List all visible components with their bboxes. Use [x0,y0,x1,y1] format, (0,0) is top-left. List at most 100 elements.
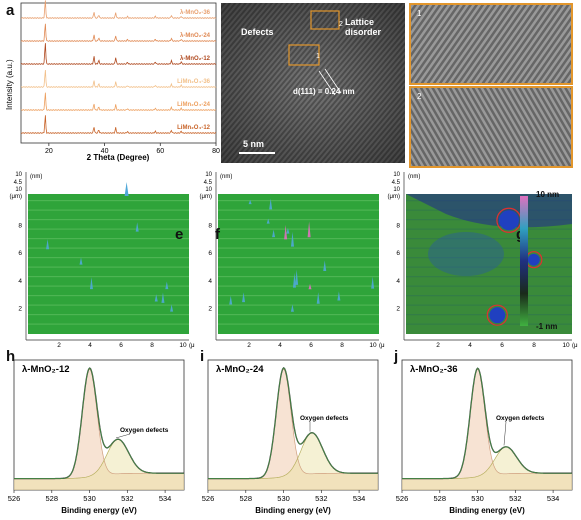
afm-xtick: 4 [88,342,92,349]
xps-fit [14,367,184,479]
xrd-plot: 20 40 60 80 Intensity (a.u.) 2 Theta (Degre… [5,0,220,162]
xps-xtick: 532 [509,494,522,503]
afm-spike [135,222,139,232]
afm-spike [89,277,93,290]
afm-z45: 4.5 [14,180,23,186]
xrd-trace-label: LiMn₂O₄-12 [177,125,211,131]
afm-z10: 10 [15,172,22,178]
tem-image: 1 2 Defects Lattice disorder d(111) = 0.… [221,3,405,163]
xps-xlabel: Binding energy (eV) [449,506,525,515]
afm-ytick: 4 [18,278,22,285]
panel-label-a: a [6,2,15,19]
afm-spike [170,304,174,312]
afm-spike [316,292,320,304]
afm-ytick: 6 [18,250,22,257]
afm-xtick: 2 [436,342,440,349]
xps-defect-fill [14,439,184,490]
afm-y10: 10 [393,187,400,193]
tem-box1-num: 1 [316,53,320,60]
afm-spike [161,292,165,303]
xps-fit [402,367,572,479]
afm-ytick: 8 [208,223,212,230]
afm-y10: 10 [15,187,22,193]
afm-spike [371,276,375,289]
xps-xtick: 534 [353,494,366,503]
tem-dspacing-label: d(111) = 0.24 nm [293,87,355,96]
xrd-xtick: 80 [212,148,220,155]
xps-xtick: 530 [83,494,96,503]
xps-xtick: 534 [547,494,560,503]
afm-ytick: 4 [396,278,400,285]
xps-annotation: Oxygen defects [120,427,169,434]
afm-spike [290,304,294,312]
xps-annotation: Oxygen defects [300,415,349,422]
afm-xtick: 8 [340,342,344,349]
xps-title: λ-MnO₂-12 [22,364,70,375]
colorbar-bottom: -1 nm [536,322,558,331]
afm-y-unit: (μm) [200,194,212,200]
afm-spike [307,221,311,238]
afm-z45: 4.5 [392,180,401,186]
afm-z-unit: (nm) [408,174,420,180]
afm-spike [266,218,270,224]
panel-label-e: e [175,226,184,243]
afm-spike [124,182,129,196]
afm-y-unit: (μm) [10,194,22,200]
xps-annotation: Oxygen defects [496,415,545,422]
afm-ytick: 8 [18,223,22,230]
afm-ytick: 8 [396,223,400,230]
afm-ytick: 2 [208,305,212,312]
panel-label-i: i [200,348,205,365]
xps-xtick: 526 [202,494,215,503]
afm-spike [337,291,341,301]
xrd-xtick: 60 [156,148,164,155]
afm-xtick: 10 [369,342,377,349]
tem-scalebar-label: 5 nm [243,139,265,149]
afm-z-unit: (nm) [220,174,232,180]
panel-label-j: j [394,348,399,365]
xrd-trace-label: LiMn₂O₄-36 [177,79,211,85]
afm-pit-circle [486,304,508,326]
afm-ytick: 2 [396,305,400,312]
xps-xtick: 526 [396,494,409,503]
afm-xtick: 10 [562,342,570,349]
xrd-ylabel: Intensity (a.u.) [5,59,14,110]
afm-spike [284,224,288,240]
panel-label-h: h [6,348,16,365]
afm-spike [269,198,273,210]
xps-plot-i: λ-MnO₂-24 Oxygen defects 526 528 530 532 534 Bi… [202,359,379,515]
afm-spike [79,257,83,265]
afm-z45: 4.5 [204,180,213,186]
xps-xtick: 532 [315,494,328,503]
xps-plot-j: λ-MnO₂-36 Oxygen defects 526 528 530 532 534 Bi… [396,359,573,515]
afm-y-unit: (μm) [388,194,400,200]
hrtem-zoom-2: 2 [409,86,573,168]
afm-spike [248,199,252,205]
afm-spike [295,269,299,285]
afm-xtick: 6 [309,342,313,349]
afm-spike [308,283,312,290]
afm-pit [498,210,519,231]
xrd-trace [20,43,217,65]
afm-z-unit: (nm) [30,174,42,180]
zoom2-num: 2 [417,92,422,101]
afm-spike [292,272,296,288]
xrd-xtick: 20 [45,148,53,155]
afm-ytick: 6 [396,250,400,257]
afm-xtick: 2 [57,342,61,349]
xps-xtick: 534 [159,494,172,503]
xps-xtick: 528 [434,494,447,503]
xps-fit [208,367,378,479]
afm-pit [527,253,540,266]
xps-plot-h: λ-MnO₂-12 Oxygen defects 526 528 530 532 534 Bi… [8,359,185,515]
afm-spike [272,229,276,238]
afm-xtick: 4 [278,342,282,349]
tem-box2-num: 2 [339,21,343,28]
afm-ytick: 4 [208,278,212,285]
xps-title: λ-MnO₂-24 [216,364,264,375]
afm-y10: 10 [205,187,212,193]
xrd-trace [20,92,217,111]
xps-xtick: 526 [8,494,21,503]
afm-xtick: 6 [119,342,123,349]
